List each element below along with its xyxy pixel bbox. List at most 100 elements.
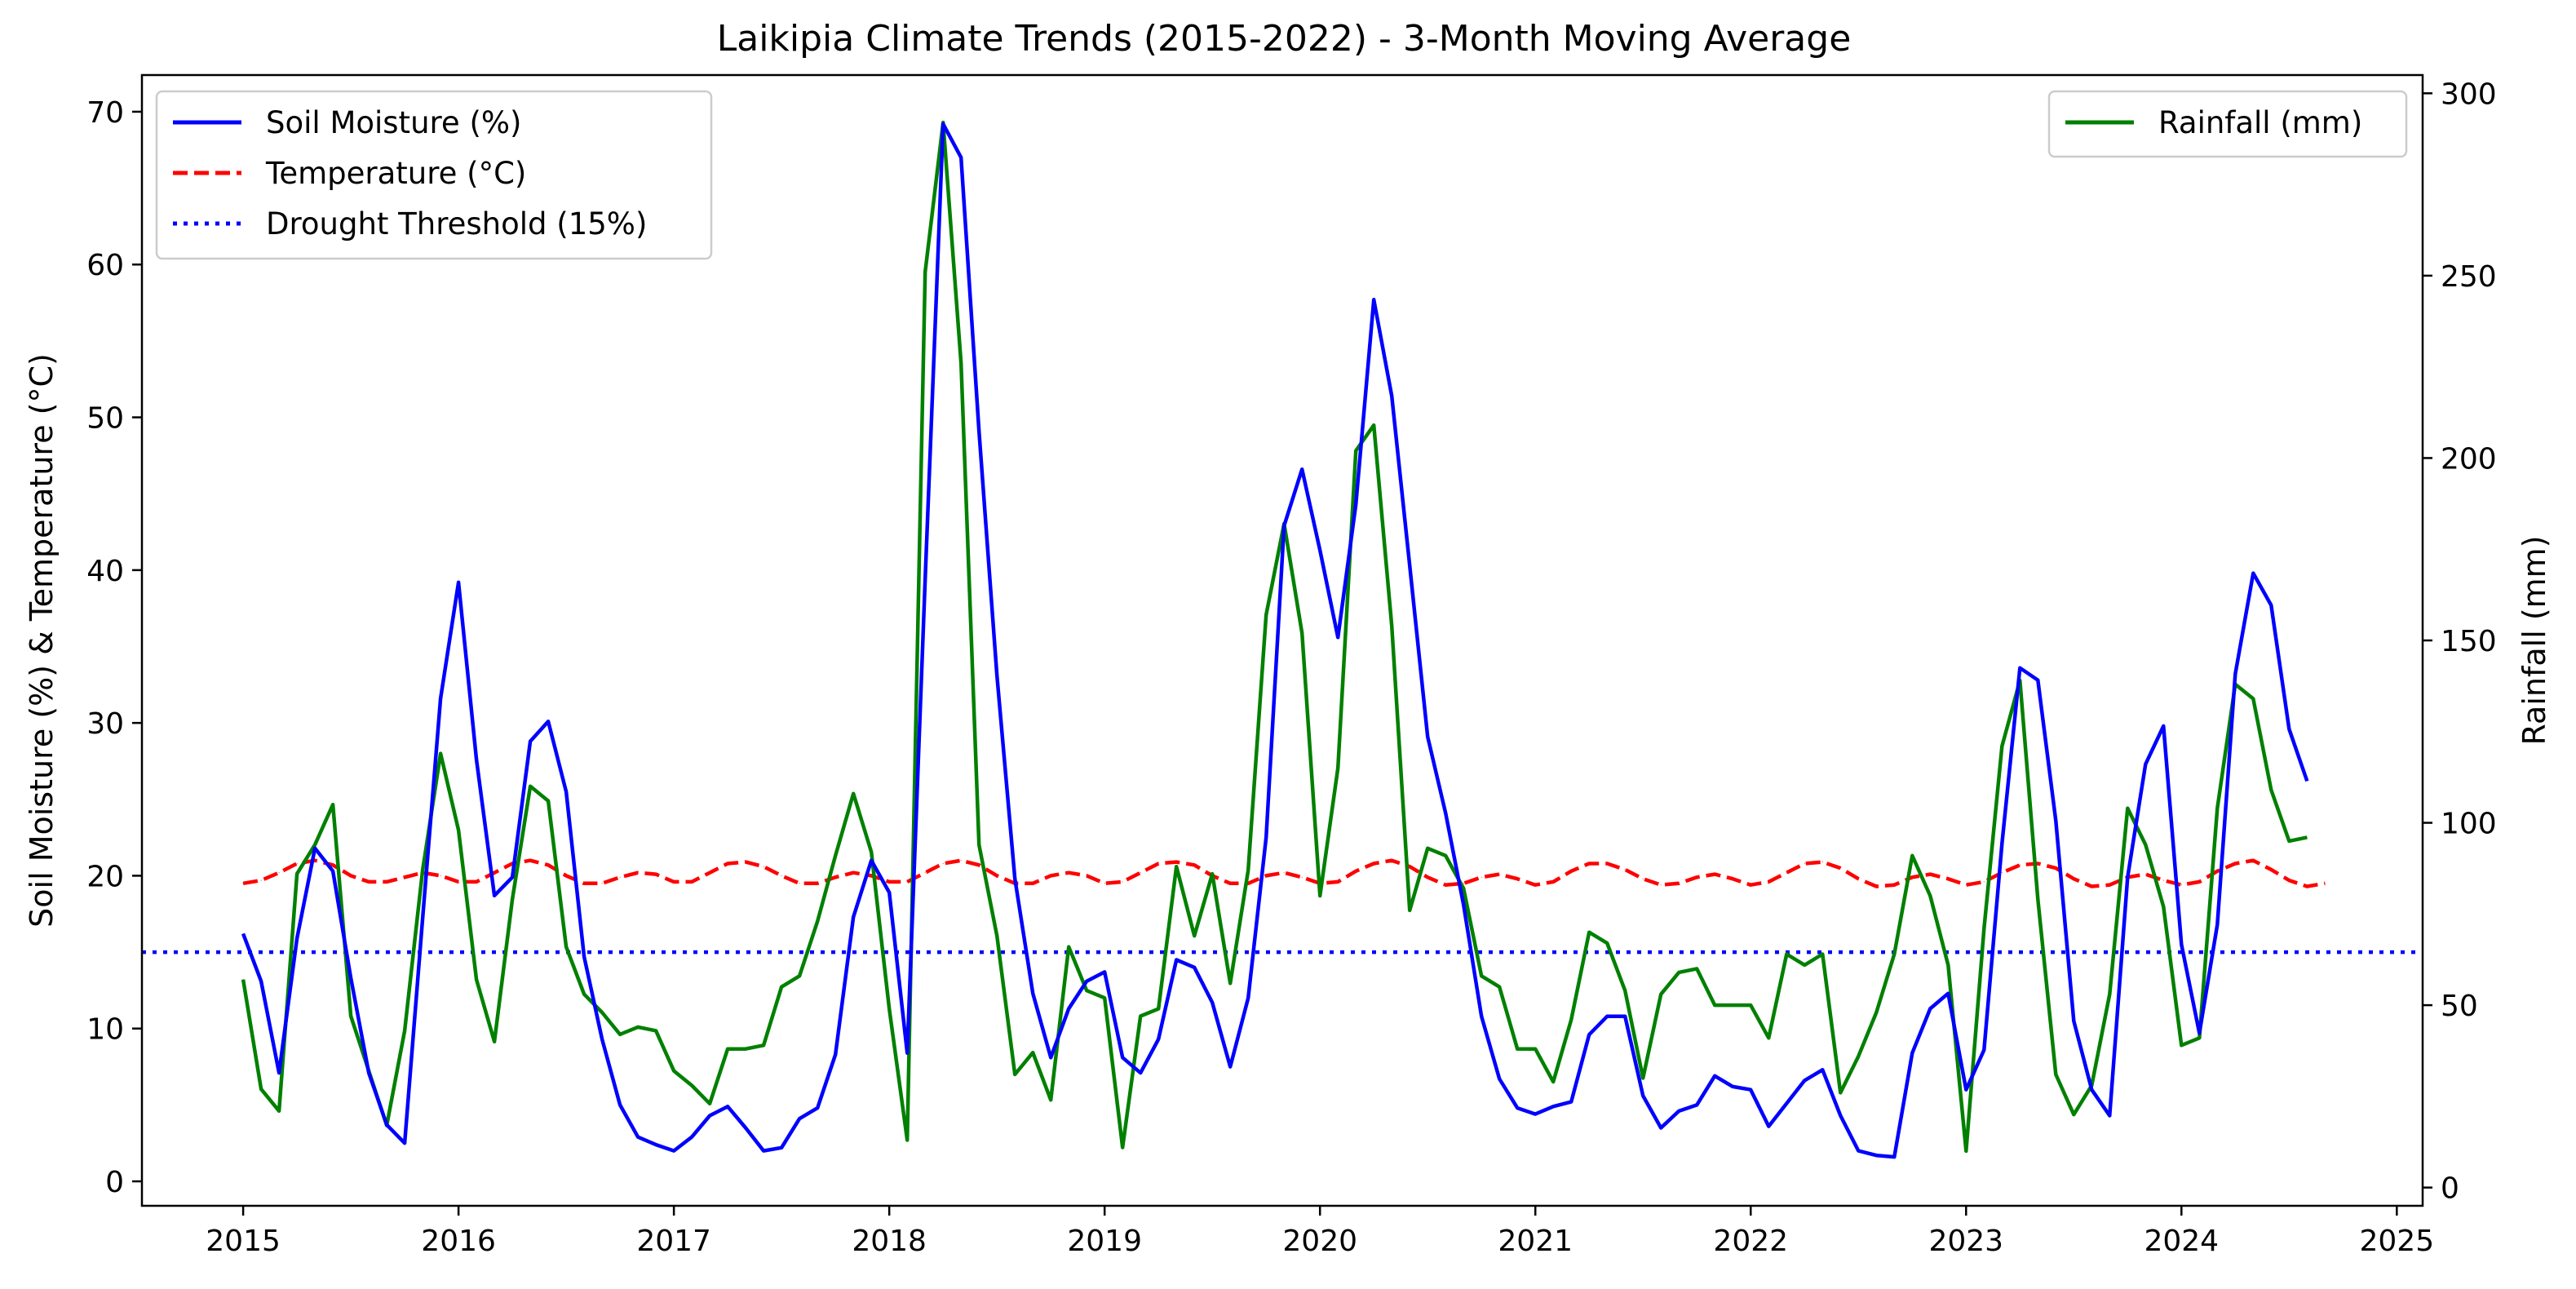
point-temperature-c	[1588, 863, 1590, 864]
point-soil-moisture	[1786, 1103, 1787, 1104]
x-tick-label: 2024	[2144, 1225, 2219, 1258]
y-left-tick-label: 10	[86, 1013, 124, 1047]
point-rainfall-mm	[296, 873, 298, 875]
point-soil-moisture	[1606, 1016, 1608, 1017]
point-soil-moisture	[1983, 1049, 1985, 1051]
point-rainfall-mm	[1014, 1074, 1016, 1075]
point-temperature-c	[1534, 884, 1536, 886]
point-temperature-c	[350, 875, 352, 876]
point-temperature-c	[1839, 867, 1841, 869]
y-left-tick-label: 50	[86, 402, 124, 436]
point-soil-moisture	[1857, 1150, 1859, 1152]
point-rainfall-mm	[1624, 990, 1626, 991]
point-temperature-c	[1911, 876, 1913, 878]
point-soil-moisture	[1427, 736, 1428, 738]
point-temperature-c	[440, 875, 441, 876]
point-temperature-c	[1229, 883, 1231, 884]
point-rainfall-mm	[260, 1088, 262, 1090]
point-rainfall-mm	[1140, 1016, 1141, 1017]
point-temperature-c	[1463, 883, 1464, 884]
point-soil-moisture	[529, 741, 531, 742]
point-temperature-c	[2019, 864, 2021, 866]
point-temperature-c	[368, 881, 370, 883]
point-rainfall-mm	[817, 920, 818, 922]
point-soil-moisture	[1552, 1105, 1554, 1107]
point-rainfall-mm	[2162, 906, 2164, 907]
line-rainfall-mm	[241, 120, 2308, 1154]
point-temperature-c	[2198, 881, 2200, 883]
point-rainfall-mm	[1768, 1037, 1769, 1039]
point-rainfall-mm	[978, 844, 980, 845]
point-temperature-c	[242, 883, 244, 884]
point-rainfall-mm	[332, 804, 334, 805]
point-rainfall-mm	[1229, 982, 1231, 984]
point-soil-moisture	[799, 1118, 800, 1119]
point-soil-moisture	[1624, 1016, 1626, 1017]
point-temperature-c	[978, 864, 980, 866]
point-soil-moisture	[1463, 904, 1464, 906]
point-soil-moisture	[1355, 503, 1357, 505]
point-rainfall-mm	[673, 1070, 675, 1072]
point-temperature-c	[1552, 881, 1554, 883]
point-soil-moisture	[1247, 997, 1249, 999]
point-temperature-c	[1301, 876, 1303, 878]
point-temperature-c	[2306, 886, 2308, 887]
y-right-tick-label: 300	[2441, 78, 2497, 111]
point-temperature-c	[1570, 870, 1572, 872]
x-tick-label: 2022	[1713, 1225, 1788, 1258]
y-left-tick-label: 30	[86, 707, 124, 741]
y-left-tick-label: 40	[86, 555, 124, 588]
point-temperature-c	[565, 875, 567, 876]
point-soil-moisture	[1140, 1072, 1141, 1074]
x-tick-label: 2019	[1067, 1225, 1142, 1258]
legend-label-temperature: Temperature (°C)	[265, 156, 526, 191]
point-rainfall-mm	[494, 1041, 495, 1043]
point-temperature-c	[2270, 869, 2272, 870]
legend-label-soil-moisture: Soil Moisture (%)	[266, 105, 521, 140]
point-rainfall-mm	[440, 753, 441, 755]
point-soil-moisture	[278, 1072, 280, 1074]
y-right-tick-label: 50	[2441, 990, 2478, 1023]
point-rainfall-mm	[1965, 1150, 1967, 1152]
point-soil-moisture	[1193, 967, 1195, 968]
point-temperature-c	[655, 874, 657, 875]
point-soil-moisture	[834, 1054, 836, 1056]
point-soil-moisture	[1481, 1016, 1482, 1017]
point-rainfall-mm	[1301, 632, 1303, 634]
point-temperature-c	[888, 881, 890, 883]
point-temperature-c	[314, 860, 316, 862]
point-temperature-c	[529, 860, 531, 862]
series-temperature-c	[242, 858, 2326, 888]
point-temperature-c	[1140, 872, 1141, 874]
point-soil-moisture	[1678, 1110, 1680, 1112]
point-temperature-c	[458, 881, 459, 883]
point-rainfall-mm	[314, 844, 316, 845]
point-soil-moisture	[1211, 1002, 1213, 1003]
point-temperature-c	[1678, 883, 1680, 884]
point-temperature-c	[1355, 870, 1357, 872]
point-soil-moisture	[1947, 993, 1949, 994]
point-soil-moisture	[2216, 924, 2218, 925]
point-soil-moisture	[2198, 1032, 2200, 1034]
point-temperature-c	[1104, 883, 1105, 884]
y-right-tick-label: 150	[2441, 625, 2497, 658]
point-temperature-c	[1122, 881, 1123, 883]
point-rainfall-mm	[1875, 1012, 1877, 1013]
point-temperature-c	[906, 881, 908, 883]
point-temperature-c	[996, 875, 998, 876]
point-soil-moisture	[1839, 1115, 1841, 1116]
point-soil-moisture	[2306, 780, 2308, 782]
point-soil-moisture	[637, 1136, 639, 1138]
point-rainfall-mm	[1445, 855, 1446, 857]
point-soil-moisture	[942, 123, 944, 125]
legend-right: Rainfall (mm)	[2047, 90, 2408, 158]
point-rainfall-mm	[1481, 975, 1482, 977]
point-temperature-c	[2234, 863, 2236, 864]
point-temperature-c	[1337, 881, 1339, 883]
point-temperature-c	[2288, 879, 2290, 881]
point-temperature-c	[1804, 863, 1805, 864]
point-rainfall-mm	[565, 946, 567, 948]
point-temperature-c	[494, 872, 495, 874]
point-soil-moisture	[440, 698, 441, 699]
point-temperature-c	[1965, 884, 1967, 886]
